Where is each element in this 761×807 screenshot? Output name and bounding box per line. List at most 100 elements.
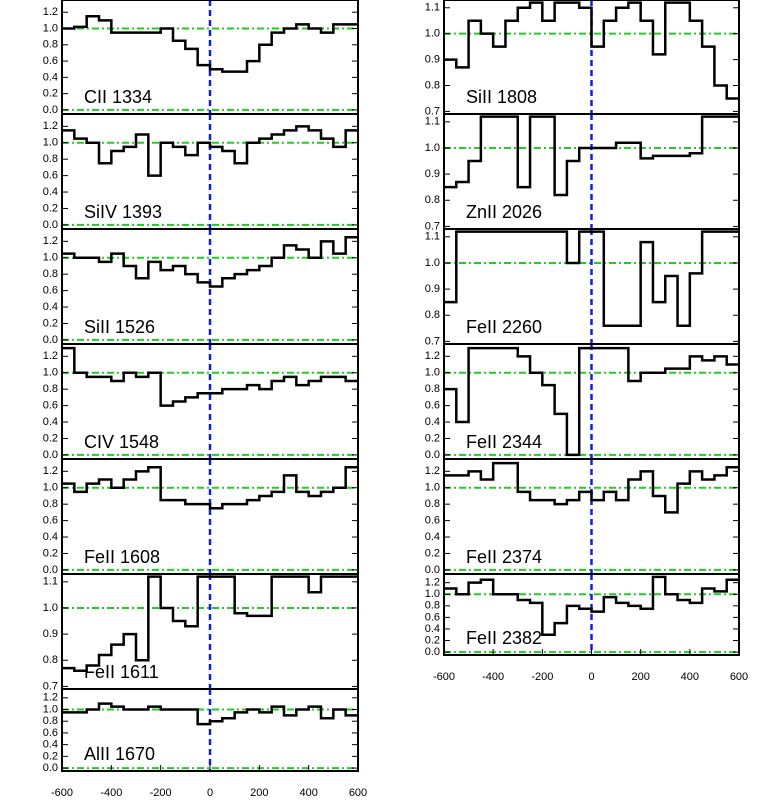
panel: 0.0 0.2 0.4 0.6 0.8 1.0 1.2 CIV 1548 (43, 343, 359, 461)
y-tick-label: 0.0 (43, 334, 58, 346)
line-label: SiII 1526 (84, 317, 155, 337)
y-tick-label: 0.7 (43, 680, 58, 692)
panel: 0.0 0.2 0.4 0.6 0.8 1.0 1.2 FeII 2374 (425, 458, 740, 576)
panel: 0.7 0.8 0.9 1.0 1.1 FeII 2260 (425, 228, 740, 347)
y-tick-label: 0.0 (43, 219, 58, 231)
panel: 0.00.20.40.60.81.01.2 -600 -400 -200 0 200 400… (425, 573, 748, 683)
y-tick-label: 1.0 (43, 137, 58, 149)
y-tick-label: 0.0 (43, 449, 58, 461)
y-tick-label: 0.6 (43, 515, 58, 527)
y-tick-label: 0.0 (43, 564, 58, 576)
x-tick-label: 0 (207, 787, 213, 799)
y-tick-label: 1.2 (425, 465, 440, 477)
y-tick-label: 1.2 (43, 6, 58, 18)
y-tick-label: 0.8 (425, 383, 440, 395)
y-tick-label: 1.0 (43, 482, 58, 494)
y-tick-label: 1.1 (43, 576, 58, 588)
flux-profile (62, 575, 358, 672)
y-tick-label: 1.0 (425, 588, 440, 600)
y-tick-label: 1.0 (425, 28, 440, 40)
y-tick-label: 0.8 (43, 268, 58, 280)
y-tick-label: 0.6 (425, 400, 440, 412)
flux-profile (444, 230, 739, 327)
y-tick-label: 0.2 (43, 432, 58, 444)
x-tick-label: 200 (631, 671, 649, 683)
line-label: FeII 2382 (466, 628, 542, 648)
y-tick-label: 0.8 (425, 194, 440, 206)
line-label: FeII 2344 (466, 432, 542, 452)
y-tick-label: 0.8 (425, 309, 440, 321)
y-tick-label: 0.6 (43, 170, 58, 182)
x-tick-label: 200 (250, 787, 268, 799)
flux-profile (444, 461, 739, 514)
y-tick-label: 0.0 (425, 564, 440, 576)
y-tick-label: 0.6 (43, 727, 58, 739)
y-tick-label: 0.4 (43, 186, 58, 198)
y-tick-label: 1.2 (425, 350, 440, 362)
y-tick-label: 1.2 (43, 692, 58, 704)
panel: 0.7 0.8 0.9 1.0 1.1 SiII 1808 (425, 0, 740, 117)
y-tick-label: 0.2 (43, 88, 58, 100)
y-tick-label: 0.4 (43, 739, 58, 751)
y-tick-label: 1.0 (43, 703, 58, 715)
y-tick-label: 0.9 (43, 628, 58, 640)
y-tick-label: 0.4 (425, 416, 440, 428)
y-tick-label: 0.6 (425, 611, 440, 623)
x-tick-label: -400 (482, 671, 504, 683)
y-tick-label: 0.8 (425, 600, 440, 612)
y-tick-label: 0.2 (425, 547, 440, 559)
line-label: FeII 1611 (84, 662, 159, 682)
y-tick-label: 0.4 (425, 531, 440, 543)
y-tick-label: 0.4 (43, 531, 58, 543)
panel: 0.0 0.2 0.4 0.6 0.8 1.0 1.2 CII 1334 (43, 0, 359, 116)
line-label: ZnII 2026 (466, 202, 542, 222)
x-tick-label: -400 (100, 787, 122, 799)
panel: 0.7 0.8 0.9 1.0 1.1 FeII 1611 (43, 573, 359, 692)
x-tick-label: -600 (51, 787, 73, 799)
line-label: CIV 1548 (84, 432, 159, 452)
y-tick-label: 0.9 (425, 53, 440, 65)
y-tick-label: 1.1 (425, 2, 440, 14)
x-tick-label: 600 (730, 671, 748, 683)
y-tick-label: 1.0 (425, 482, 440, 494)
y-tick-label: 0.7 (425, 335, 440, 347)
panel: 0.0 0.2 0.4 0.6 0.8 1.0 1.2 FeII 1608 (43, 458, 359, 576)
y-tick-label: 1.0 (425, 142, 440, 154)
panel: 0.0 0.2 0.4 0.6 0.8 1.0 1.2 FeII 2344 (425, 343, 740, 461)
y-tick-label: 0.0 (43, 762, 58, 774)
line-label: SiIV 1393 (84, 202, 162, 222)
y-tick-label: 0.2 (43, 547, 58, 559)
x-tick-label: -600 (433, 671, 455, 683)
y-tick-label: 1.0 (43, 22, 58, 34)
flux-profile (444, 115, 739, 197)
y-tick-label: 0.6 (425, 515, 440, 527)
x-tick-label: -200 (531, 671, 553, 683)
y-tick-label: 1.1 (425, 231, 440, 243)
x-tick-label: 400 (681, 671, 699, 683)
y-tick-label: 0.8 (43, 715, 58, 727)
flux-profile (444, 1, 739, 100)
y-tick-label: 1.2 (43, 235, 58, 247)
line-label: FeII 2260 (466, 317, 542, 337)
y-tick-label: 1.2 (425, 577, 440, 589)
y-tick-label: 0.4 (43, 301, 58, 313)
y-tick-label: 1.0 (43, 252, 58, 264)
y-tick-label: 0.2 (425, 432, 440, 444)
y-tick-label: 1.2 (43, 350, 58, 362)
flux-profile (62, 702, 358, 726)
line-label: FeII 1608 (84, 547, 160, 567)
panel: 0.0 0.2 0.4 0.6 0.8 1.0 1.2 SiIV 1393 (43, 113, 359, 231)
y-tick-label: 0.6 (43, 285, 58, 297)
y-tick-label: 0.8 (425, 498, 440, 510)
flux-profile (62, 15, 358, 73)
y-tick-label: 0.4 (43, 416, 58, 428)
x-tick-label: -200 (150, 787, 172, 799)
x-tick-label: 400 (299, 787, 317, 799)
flux-profile (62, 125, 358, 177)
y-tick-label: 0.2 (43, 317, 58, 329)
panel: 0.0 0.2 0.4 0.6 0.8 1.0 1.2 SiII 1526 (43, 228, 359, 346)
y-tick-label: 0.8 (43, 39, 58, 51)
panel: 0.7 0.8 0.9 1.0 1.1 ZnII 2026 (425, 113, 740, 232)
y-tick-label: 1.2 (43, 465, 58, 477)
